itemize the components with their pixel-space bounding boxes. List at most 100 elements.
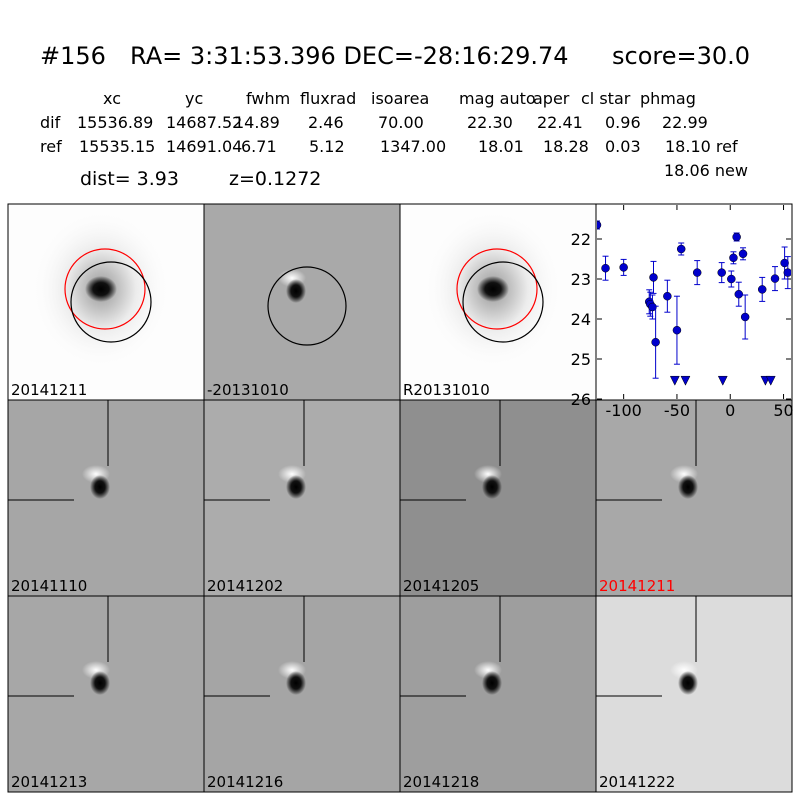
table-cell: 15536.89 xyxy=(77,113,153,132)
panel-label: 20141211 xyxy=(11,381,87,399)
point xyxy=(692,268,702,277)
table-cell: 22.99 xyxy=(662,113,708,132)
source xyxy=(286,475,306,499)
point xyxy=(672,325,682,335)
table-cell: 5.12 xyxy=(309,137,345,156)
panel-label: 20141213 xyxy=(11,773,87,791)
coordinates: RA= 3:31:53.396 DEC=-28:16:29.74 xyxy=(130,42,569,70)
point xyxy=(732,232,741,242)
table-cell: 0.96 xyxy=(605,113,641,132)
aperture-red xyxy=(456,248,538,330)
image-panels: 20141211 -20131010 R20131010 20141110 201412… xyxy=(7,203,793,793)
y-tick-label: 26 xyxy=(571,390,591,409)
table-cell: dif xyxy=(40,113,61,132)
column-header: mag auto xyxy=(459,89,536,108)
galaxy-core xyxy=(477,276,509,302)
plot-area xyxy=(595,203,793,401)
source xyxy=(678,671,698,695)
aperture-black xyxy=(70,261,152,343)
panel-label: 20141222 xyxy=(599,773,675,791)
candidate-id: #156 xyxy=(40,42,106,70)
table-cell: 14691.04 xyxy=(166,137,242,156)
column-header: fwhm xyxy=(246,89,290,108)
point xyxy=(727,274,736,284)
column-header: yc xyxy=(185,89,203,108)
upper-limit xyxy=(669,375,680,386)
point xyxy=(717,268,726,277)
point xyxy=(649,273,658,282)
point xyxy=(729,253,738,263)
point xyxy=(601,263,610,273)
column-header: phmag xyxy=(640,89,696,108)
x-tick-label: 50 xyxy=(773,401,793,420)
y-tick-label: 25 xyxy=(571,350,591,369)
y-tick-label: 23 xyxy=(571,270,591,289)
panel-label: -20131010 xyxy=(207,381,289,399)
image-background xyxy=(400,596,596,792)
panel-frame xyxy=(595,595,793,793)
table-cell: 6.71 xyxy=(241,137,277,156)
image-background xyxy=(8,400,204,596)
column-header: cl star xyxy=(581,89,631,108)
table-cell: 22.41 xyxy=(537,113,583,132)
new-mag: 18.06 new xyxy=(664,161,748,180)
table-cell: 18.28 xyxy=(543,137,589,156)
score: score=30.0 xyxy=(612,42,750,70)
point xyxy=(740,312,750,322)
image-background xyxy=(400,400,596,596)
source xyxy=(90,475,110,499)
table-cell: 18.10 ref xyxy=(665,137,738,156)
image-background xyxy=(204,596,400,792)
point xyxy=(734,289,744,299)
point xyxy=(619,263,628,272)
x-tick-label: -50 xyxy=(664,401,690,420)
column-header: fluxrad xyxy=(300,89,356,108)
upper-limit xyxy=(717,375,728,386)
panel-label: 20141202 xyxy=(207,577,283,595)
point xyxy=(738,249,748,259)
point xyxy=(783,268,791,277)
point xyxy=(651,337,660,347)
aperture-black xyxy=(267,266,347,346)
column-header: aper xyxy=(533,89,570,108)
source xyxy=(482,671,502,695)
data-points xyxy=(597,220,791,386)
column-header: isoarea xyxy=(371,89,429,108)
panel-label: 20141110 xyxy=(11,577,87,595)
y-tick-label: 22 xyxy=(571,230,591,249)
column-header: xc xyxy=(103,89,121,108)
upper-limit xyxy=(765,375,776,386)
panel-label: 20141205 xyxy=(403,577,479,595)
image-background xyxy=(596,400,792,596)
source xyxy=(286,279,306,303)
aperture-black xyxy=(462,261,544,343)
x-tick-label: 0 xyxy=(725,401,735,420)
table-cell: 15535.15 xyxy=(79,137,155,156)
distance: dist= 3.93 xyxy=(80,168,179,190)
image-background xyxy=(204,204,400,400)
upper-limit xyxy=(680,375,691,386)
galaxy-core xyxy=(85,276,117,302)
table-cell: 1347.00 xyxy=(380,137,446,156)
point xyxy=(648,302,657,312)
table-cell: 2.46 xyxy=(308,113,344,132)
table-cell: 14.89 xyxy=(234,113,280,132)
redshift: z=0.1272 xyxy=(229,168,321,190)
table-cell: 70.00 xyxy=(378,113,424,132)
table-cell: 18.01 xyxy=(478,137,524,156)
point xyxy=(597,220,602,230)
point xyxy=(780,258,789,268)
table-cell: 14687.52 xyxy=(166,113,242,132)
image-background xyxy=(596,596,792,792)
point xyxy=(770,274,780,283)
table-cell: 22.30 xyxy=(467,113,513,132)
source xyxy=(678,475,698,499)
y-tick-label: 24 xyxy=(571,310,591,329)
source xyxy=(90,671,110,695)
panel-label: 20141218 xyxy=(403,773,479,791)
point xyxy=(757,285,767,294)
panel-label: 20141211 xyxy=(599,577,675,595)
table-cell: 0.03 xyxy=(605,137,641,156)
image-background xyxy=(204,400,400,596)
